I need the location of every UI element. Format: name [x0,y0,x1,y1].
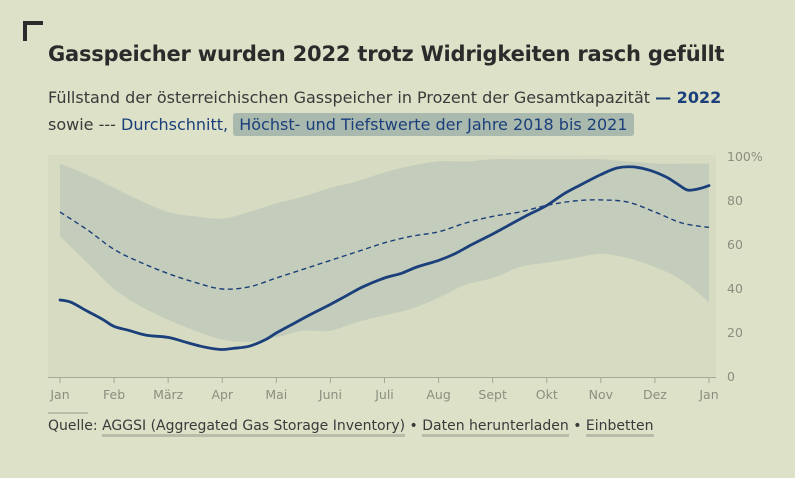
y-tick-label: 0 [727,369,735,384]
average-line [59,199,710,290]
y-tick-label: 60 [727,237,743,252]
x-tick-label: Feb [103,387,125,402]
subtitle-text: Füllstand der österreichischen Gasspeich… [48,88,651,107]
legend-range: Höchst- und Tiefstwerte der Jahre 2018 b… [233,113,634,136]
source-label: Quelle: [48,418,98,434]
source-divider [48,412,88,414]
footer-separator: • [573,418,582,434]
x-tick-label: Okt [536,387,558,402]
x-tick-label: Juli [374,387,394,402]
x-tick-label: Jan [49,387,69,402]
series-2022-line [58,165,711,351]
x-tick-label: März [153,387,184,402]
x-tick-label: Apr [211,387,233,402]
x-tick-label: Sept [478,387,507,402]
y-tick-label: 40 [727,281,743,296]
source-link[interactable]: AGGSI (Aggregated Gas Storage Inventory) [102,418,406,437]
source-footer: Quelle: AGGSI (Aggregated Gas Storage In… [48,418,654,437]
y-tick-label: 80 [727,193,743,208]
x-tick-label: Mai [265,387,287,402]
footer-separator: • [409,418,418,434]
download-data-link[interactable]: Daten herunterladen [422,418,569,437]
x-tick-label: Aug [426,387,450,402]
y-tick-label: 20 [727,325,743,340]
embed-link[interactable]: Einbetten [585,418,654,437]
corner-mark [23,21,43,41]
x-tick-label: Nov [589,387,614,402]
x-tick-label: Jan [698,387,718,402]
x-tick-label: Dez [643,387,667,402]
legend-mid-text: sowie --- [48,115,116,134]
x-tick-label: Juni [318,387,342,402]
legend-2022: — 2022 [655,88,722,107]
chart-subtitle: Füllstand der österreichischen Gasspeich… [48,84,768,138]
legend-average: Durchschnitt, [121,115,229,134]
y-tick-label: 100% [727,149,763,164]
chart-title: Gasspeicher wurden 2022 trotz Widrigkeit… [48,42,725,66]
